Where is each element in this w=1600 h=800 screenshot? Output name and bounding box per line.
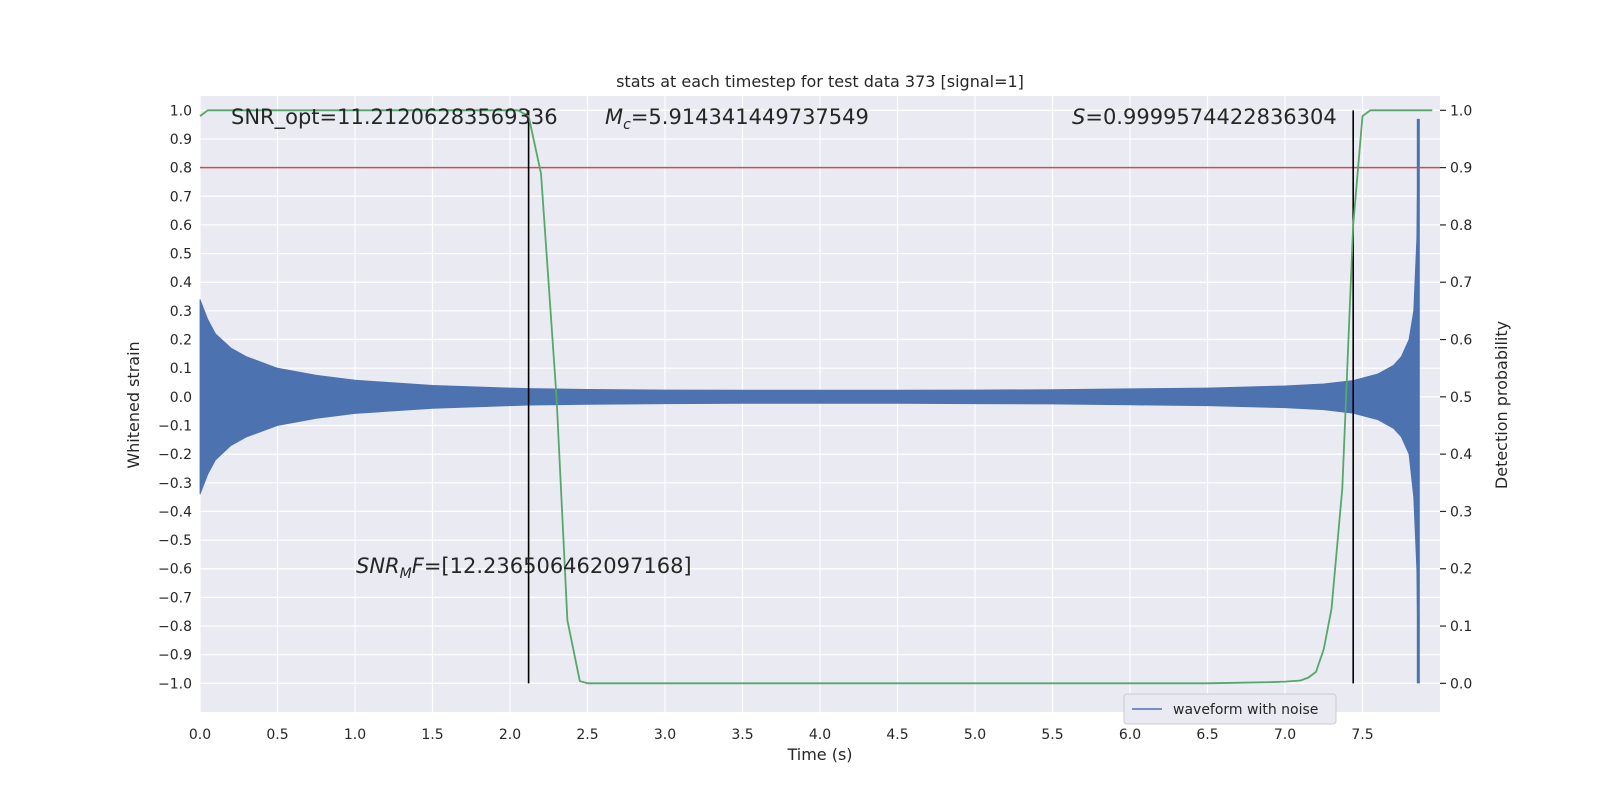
y-left-tick-labels: 1.0 0.9 0.8 0.7 0.6 0.5 0.4 0.3 0.2 0.1 0.0 −0.1 −0.… (158, 103, 192, 692)
x-tick-label-10: 5.0 (964, 727, 986, 743)
y-left-tick-label-14: −0.4 (158, 504, 192, 520)
y-left-tick-label-11: −0.1 (158, 418, 192, 434)
annotation-snr-mf-sub: M (400, 566, 412, 582)
probability-series (199, 109, 1433, 685)
annotation-snr-mf-value: =[12.236506462097168] (424, 554, 692, 578)
y-left-tick-label-19: −0.9 (158, 648, 192, 664)
y-right-tick-label-9: 0.1 (1450, 619, 1472, 635)
x-tick-label-4: 2.0 (499, 727, 521, 743)
x-tick-labels: 0.0 0.5 1.0 1.5 2.0 2.5 3.0 3.5 4.0 4.5 5.0 5.5 6.0 6… (189, 727, 1374, 743)
x-tick-label-7: 3.5 (731, 727, 753, 743)
annotation-chirp-mass-value: =5.914341449737549 (631, 105, 869, 129)
annotation-snr-mf-symbol: SNR (356, 554, 400, 578)
y-left-tick-label-18: −0.8 (158, 619, 192, 635)
y-left-tick-label-15: −0.5 (158, 533, 192, 549)
y-right-tick-label-5: 0.5 (1450, 390, 1472, 406)
y-left-tick-label-4: 0.6 (170, 218, 192, 234)
y-left-axis-label: Whitened strain (124, 341, 143, 468)
annotation-chirp-mass-symbol: M (605, 105, 623, 129)
annotation-chirp-mass-sub: c (623, 117, 631, 133)
x-tick-label-1: 0.5 (266, 727, 288, 743)
y-left-tick-label-10: 0.0 (170, 390, 192, 406)
x-tick-label-2: 1.0 (344, 727, 366, 743)
y-left-tick-label-3: 0.7 (170, 189, 192, 205)
y-right-tick-labels: 1.0 0.9 0.8 0.7 0.6 0.5 0.4 0.3 0.2 0.1 0.0 (1440, 103, 1472, 692)
annotation-score: S=0.9999574422836304 (1072, 105, 1337, 129)
legend-box (1123, 693, 1337, 725)
annotation-snr-mf-italic: F (412, 554, 425, 578)
y-right-tick-label-0: 1.0 (1450, 103, 1472, 119)
y-right-tick-label-6: 0.4 (1450, 447, 1472, 463)
y-right-tick-label-2: 0.8 (1450, 218, 1472, 234)
annotation-snr-opt: SNR_opt=11.21206283569336 (231, 105, 558, 130)
y-left-tick-label-12: −0.2 (158, 447, 192, 463)
y-right-tick-label-3: 0.7 (1450, 275, 1472, 291)
legend-label-waveform: waveform with noise (1173, 702, 1318, 718)
y-left-tick-label-7: 0.3 (170, 304, 192, 320)
x-tick-label-14: 7.0 (1274, 727, 1296, 743)
y-right-axis-label: Detection probability (1492, 321, 1511, 489)
y-right-tick-label-7: 0.3 (1450, 504, 1472, 520)
y-left-tick-label-16: −0.6 (158, 562, 192, 578)
legend: waveform with noise (1123, 693, 1337, 725)
y-left-tick-label-6: 0.4 (170, 275, 192, 291)
x-tick-label-12: 6.0 (1119, 727, 1141, 743)
probability-line (199, 109, 1433, 685)
annotation-chirp-mass: Mc=5.914341449737549 (605, 105, 869, 133)
annotation-snr-mf: SNRMF=[12.236506462097168] (356, 554, 692, 582)
y-right-tick-label-4: 0.6 (1450, 333, 1472, 349)
x-tick-label-5: 2.5 (576, 727, 598, 743)
x-tick-label-15: 7.5 (1351, 727, 1373, 743)
y-left-tick-label-8: 0.2 (170, 333, 192, 349)
x-tick-label-13: 6.5 (1196, 727, 1218, 743)
x-tick-label-6: 3.0 (654, 727, 676, 743)
y-left-tick-label-13: −0.3 (158, 476, 192, 492)
x-tick-label-9: 4.5 (886, 727, 908, 743)
y-left-tick-label-2: 0.8 (170, 161, 192, 177)
x-axis-label: Time (s) (786, 745, 852, 764)
x-tick-label-8: 4.0 (809, 727, 831, 743)
y-right-tick-label-8: 0.2 (1450, 562, 1472, 578)
y-left-tick-label-17: −0.7 (158, 590, 192, 606)
chart-title: stats at each timestep for test data 373… (616, 72, 1024, 91)
x-tick-label-0: 0.0 (189, 727, 211, 743)
reference-lines (200, 110, 1440, 684)
x-tick-label-11: 5.5 (1041, 727, 1063, 743)
y-left-tick-label-20: −1.0 (158, 676, 192, 692)
y-left-tick-label-5: 0.5 (170, 247, 192, 263)
y-left-tick-label-0: 1.0 (170, 103, 192, 119)
annotation-score-value: =0.9999574422836304 (1085, 105, 1336, 129)
annotation-score-symbol: S (1072, 105, 1085, 129)
y-right-tick-label-1: 0.9 (1450, 161, 1472, 177)
y-left-tick-label-9: 0.1 (170, 361, 192, 377)
x-tick-label-3: 1.5 (421, 727, 443, 743)
y-right-tick-label-10: 0.0 (1450, 676, 1472, 692)
y-left-tick-label-1: 0.9 (170, 132, 192, 148)
